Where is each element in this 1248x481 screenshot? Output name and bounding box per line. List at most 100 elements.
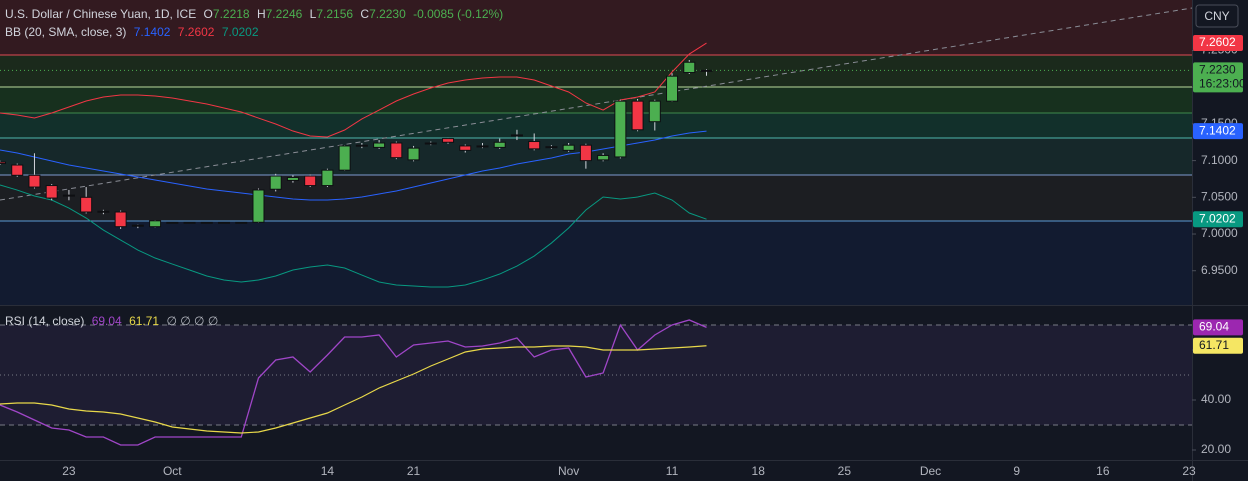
candle-body (304, 175, 317, 187)
candle-body (149, 220, 162, 228)
zone (0, 221, 1192, 305)
candle-body (286, 176, 299, 181)
price-badge-label: 7.2230 (1199, 62, 1236, 76)
price-badge-label: 7.1402 (1199, 123, 1236, 137)
y-tick-label: 40.00 (1201, 392, 1231, 406)
candle-body (166, 221, 179, 224)
rsi-value: 69.04 (91, 314, 122, 328)
candle-body (355, 144, 368, 147)
candle-body (648, 100, 661, 123)
x-tick-label: Nov (558, 464, 579, 478)
ohlc-key: C (360, 7, 370, 21)
zone (0, 87, 1192, 113)
indicator-value: 7.1402 (133, 25, 171, 39)
y-tick-label: 6.9500 (1201, 263, 1238, 277)
symbol-title: U.S. Dollar / Chinese Yuan, 1D, ICE (5, 7, 197, 21)
countdown: 16:23:00 (1199, 76, 1246, 90)
x-tick-label: Dec (920, 464, 941, 478)
x-tick-label: 9 (1013, 464, 1020, 478)
candle-body (62, 194, 75, 197)
indicator-name: BB (20, SMA, close, 3) (5, 25, 127, 39)
candle-body (614, 100, 627, 158)
y-tick-label: 20.00 (1201, 442, 1231, 456)
ohlc-value: 7.2218 (212, 7, 250, 21)
candle-body (597, 154, 610, 161)
x-tick-label: 23 (1182, 464, 1196, 478)
indicator-value: 7.2602 (177, 25, 215, 39)
candle-body (510, 134, 523, 137)
candle-body (97, 210, 110, 213)
candle-body (131, 224, 144, 227)
rsi-legend: RSI (14, close) 69.04 61.71 ∅ ∅ ∅ ∅ (5, 313, 222, 329)
indicator-line (0, 184, 707, 288)
candle-body (373, 142, 386, 148)
zone (0, 113, 1192, 138)
price-badge-label: 69.04 (1199, 320, 1229, 334)
ohlc-key: H (256, 7, 266, 21)
currency-button[interactable] (1195, 4, 1239, 28)
zone (0, 55, 1192, 87)
ohlc-value: 7.2246 (265, 7, 303, 21)
ohlc-value: 7.2156 (316, 7, 354, 21)
currency-label[interactable]: CNY (1204, 9, 1229, 23)
candle-body (442, 138, 455, 143)
candle-body (269, 175, 282, 190)
y-tick-label: 7.0500 (1201, 189, 1238, 203)
indicator-line (0, 345, 707, 434)
x-tick-label: 14 (321, 464, 335, 478)
indicator-value: 7.0202 (221, 25, 259, 39)
ohlc-key: L (309, 7, 317, 21)
rsi-title: RSI (14, close) (5, 314, 85, 328)
x-tick-label: 18 (752, 464, 766, 478)
indicator-legend: BB (20, SMA, close, 3) 7.1402 7.2602 7.0… (5, 24, 263, 40)
ohlc-key: O (203, 7, 213, 21)
price-badge-label: 61.71 (1199, 338, 1229, 352)
x-tick-label: Oct (163, 464, 182, 478)
rsi-extra: ∅ ∅ ∅ ∅ (166, 314, 219, 328)
candle-body (321, 169, 334, 187)
candle-body (11, 164, 24, 176)
zone (0, 175, 1192, 221)
rsi-pane (0, 305, 1192, 460)
price-badge (1193, 35, 1243, 52)
candle-body (631, 100, 644, 131)
candle-body (545, 146, 558, 149)
trend-line (0, 7, 1193, 201)
price-badge (1193, 211, 1243, 228)
x-tick-label: 21 (407, 464, 421, 478)
zone (0, 138, 1192, 175)
candle-body (407, 147, 420, 161)
price-badge (1193, 123, 1243, 140)
zone (0, 0, 1192, 55)
candle-body (114, 211, 127, 228)
rsi-value: 61.71 (129, 314, 160, 328)
candle-body (338, 145, 351, 171)
candle-body (562, 144, 575, 151)
candle-body (476, 145, 489, 148)
change: -0.0085 (-0.12%) (413, 7, 504, 21)
x-tick-label: 16 (1096, 464, 1110, 478)
x-tick-label: 11 (666, 464, 679, 478)
candle-body (424, 142, 437, 145)
candle-body (579, 144, 592, 162)
candle-body (0, 161, 6, 165)
x-tick-label: 25 (838, 464, 852, 478)
candle-body (235, 221, 248, 224)
symbol-legend: U.S. Dollar / Chinese Yuan, 1D, ICE O7.2… (5, 6, 507, 22)
candle-body (459, 145, 472, 151)
candle-body (80, 196, 93, 213)
candle-body (218, 221, 231, 224)
plot-layer: 23 Oct 14 21 Nov 11 18 25 Dec 9 16 236.95007.00007.… (0, 35, 1246, 478)
candle-body (493, 141, 506, 148)
price-badge-label: 7.0202 (1199, 211, 1236, 225)
indicator-line (0, 319, 707, 446)
candle-body (28, 174, 41, 188)
y-tick-label: 7.0000 (1201, 226, 1238, 240)
candle-body (183, 221, 196, 224)
candle-body (45, 185, 58, 199)
candle-body (683, 61, 696, 74)
x-tick-label: 23 (62, 464, 76, 478)
candle-body (666, 75, 679, 102)
